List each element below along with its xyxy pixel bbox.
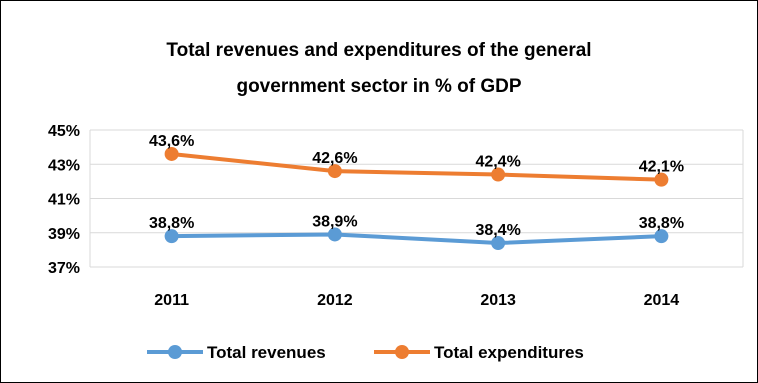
data-point-total-revenues xyxy=(327,227,342,242)
y-tick-label: 37% xyxy=(48,260,80,277)
legend-marker-total-expenditures xyxy=(395,345,409,359)
y-axis-ticks: 45% 43% 41% 39% 37% xyxy=(48,123,80,277)
data-point-total-expenditures xyxy=(164,146,179,161)
data-label-total-revenues: 38,9% xyxy=(312,213,357,230)
x-axis-ticks: 2011 2012 2013 2014 xyxy=(154,292,679,309)
legend: Total revenues Total expenditures xyxy=(147,343,584,362)
data-labels: 38,8% 38,9% 38,4% 38,8% 43,6% 42,6% 42,4% 42,1% xyxy=(149,133,684,239)
data-label-total-expenditures: 42,6% xyxy=(312,150,357,167)
data-label-total-expenditures: 42,1% xyxy=(639,159,684,176)
data-point-total-revenues xyxy=(164,229,179,244)
gridlines xyxy=(89,129,744,268)
legend-label-total-expenditures: Total expenditures xyxy=(434,343,584,362)
x-tick-label: 2013 xyxy=(480,292,516,309)
legend-label-total-revenues: Total revenues xyxy=(207,343,326,362)
series-layer xyxy=(164,146,669,251)
legend-marker-total-revenues xyxy=(168,345,182,359)
data-point-total-expenditures xyxy=(327,164,342,179)
x-tick-label: 2012 xyxy=(317,292,353,309)
data-label-total-revenues: 38,8% xyxy=(639,215,684,232)
data-label-total-revenues: 38,4% xyxy=(475,222,520,239)
series-line-total-expenditures xyxy=(171,151,662,182)
chart-title-line-1: Total revenues and expenditures of the g… xyxy=(166,40,591,61)
data-label-total-expenditures: 42,4% xyxy=(475,154,520,171)
chart-title-line-2: government sector in % of GDP xyxy=(236,76,521,97)
data-point-total-revenues xyxy=(654,229,669,244)
data-point-total-expenditures xyxy=(654,172,669,187)
data-label-total-expenditures: 43,6% xyxy=(149,133,194,150)
x-tick-label: 2014 xyxy=(644,292,680,309)
y-tick-label: 41% xyxy=(48,192,80,209)
y-tick-label: 43% xyxy=(48,157,80,174)
y-tick-label: 39% xyxy=(48,226,80,243)
y-tick-label: 45% xyxy=(48,123,80,140)
series-line-total-revenues xyxy=(171,232,662,246)
data-point-total-expenditures xyxy=(491,167,506,182)
data-label-total-revenues: 38,8% xyxy=(149,215,194,232)
data-point-total-revenues xyxy=(491,236,506,251)
x-tick-label: 2011 xyxy=(154,292,189,309)
